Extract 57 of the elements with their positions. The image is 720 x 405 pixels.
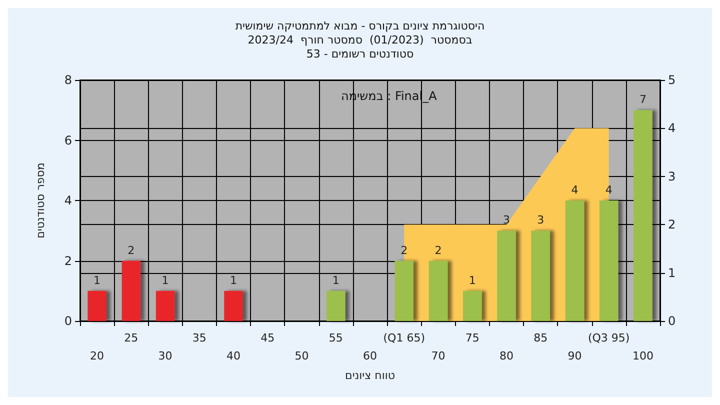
x-tick-label: (Q3 95) <box>588 332 630 344</box>
bar <box>224 290 243 321</box>
y-tick-label: 2 <box>64 254 72 268</box>
data-label: 2 <box>400 244 408 257</box>
data-label: 2 <box>434 244 442 257</box>
y-tick-label: 8 <box>64 73 72 87</box>
data-label: 1 <box>94 274 101 287</box>
bar <box>88 290 106 321</box>
x-tick-label: 55 <box>328 332 343 344</box>
bar <box>428 260 448 321</box>
data-label: 1 <box>230 274 238 287</box>
x-tick-label: 40 <box>226 350 241 362</box>
bar <box>531 230 550 321</box>
chart-title: היסטוגרמת ציונים בקורס - מבוא למתמטיקה שימושית בסמסטר (01/2023) סמסטר חורף 2023/24 סטודנטים רשומים - 53 <box>235 20 485 60</box>
data-label: 1 <box>332 274 340 287</box>
y-tick-label: 0 <box>64 314 72 328</box>
x-axis-title: טווח ציונים <box>345 368 395 382</box>
x-tick-label: 35 <box>192 332 206 344</box>
bar <box>326 290 346 321</box>
bar <box>122 260 141 321</box>
x-tick-label: 30 <box>158 350 172 362</box>
bar <box>634 110 652 321</box>
bar <box>462 290 482 321</box>
x-tick-label: 75 <box>465 332 480 344</box>
y2-tick-label: 3 <box>668 169 676 184</box>
x-tick-label: (Q1 65) <box>383 332 425 344</box>
data-label: 4 <box>605 184 612 196</box>
y2-tick-label: 5 <box>668 73 676 87</box>
y2-tick-label: 0 <box>668 314 676 328</box>
x-tick-label: 70 <box>431 350 446 362</box>
data-label: 3 <box>502 214 510 227</box>
data-label: 4 <box>571 184 578 196</box>
x-tick-label: 25 <box>124 332 138 344</box>
bar <box>394 260 414 321</box>
x-tick-label: 80 <box>499 350 514 362</box>
bar <box>497 230 516 321</box>
y-tick-label: 6 <box>64 133 72 148</box>
data-label: 3 <box>537 214 544 227</box>
y2-tick-label: 2 <box>668 218 676 232</box>
bar <box>565 200 584 321</box>
y-tick-label: 4 <box>64 194 72 208</box>
x-tick-label: 85 <box>534 332 548 344</box>
x-tick-label: 50 <box>294 350 309 362</box>
x-tick-label: 90 <box>568 350 582 362</box>
y2-tick-label: 4 <box>668 121 676 136</box>
data-label: 7 <box>639 93 646 106</box>
y-axis-title: מספר סטודנטים <box>34 162 47 238</box>
bar <box>599 200 618 321</box>
x-tick-label: 60 <box>363 350 377 362</box>
bar <box>156 290 175 321</box>
x-tick-label: 100 <box>632 350 654 362</box>
x-tick-label: 20 <box>90 350 104 362</box>
data-label: 1 <box>468 274 476 287</box>
data-label: 2 <box>128 244 135 257</box>
data-label: 1 <box>162 274 169 287</box>
y2-tick-label: 1 <box>668 266 676 280</box>
x-tick-label: 45 <box>260 332 275 344</box>
